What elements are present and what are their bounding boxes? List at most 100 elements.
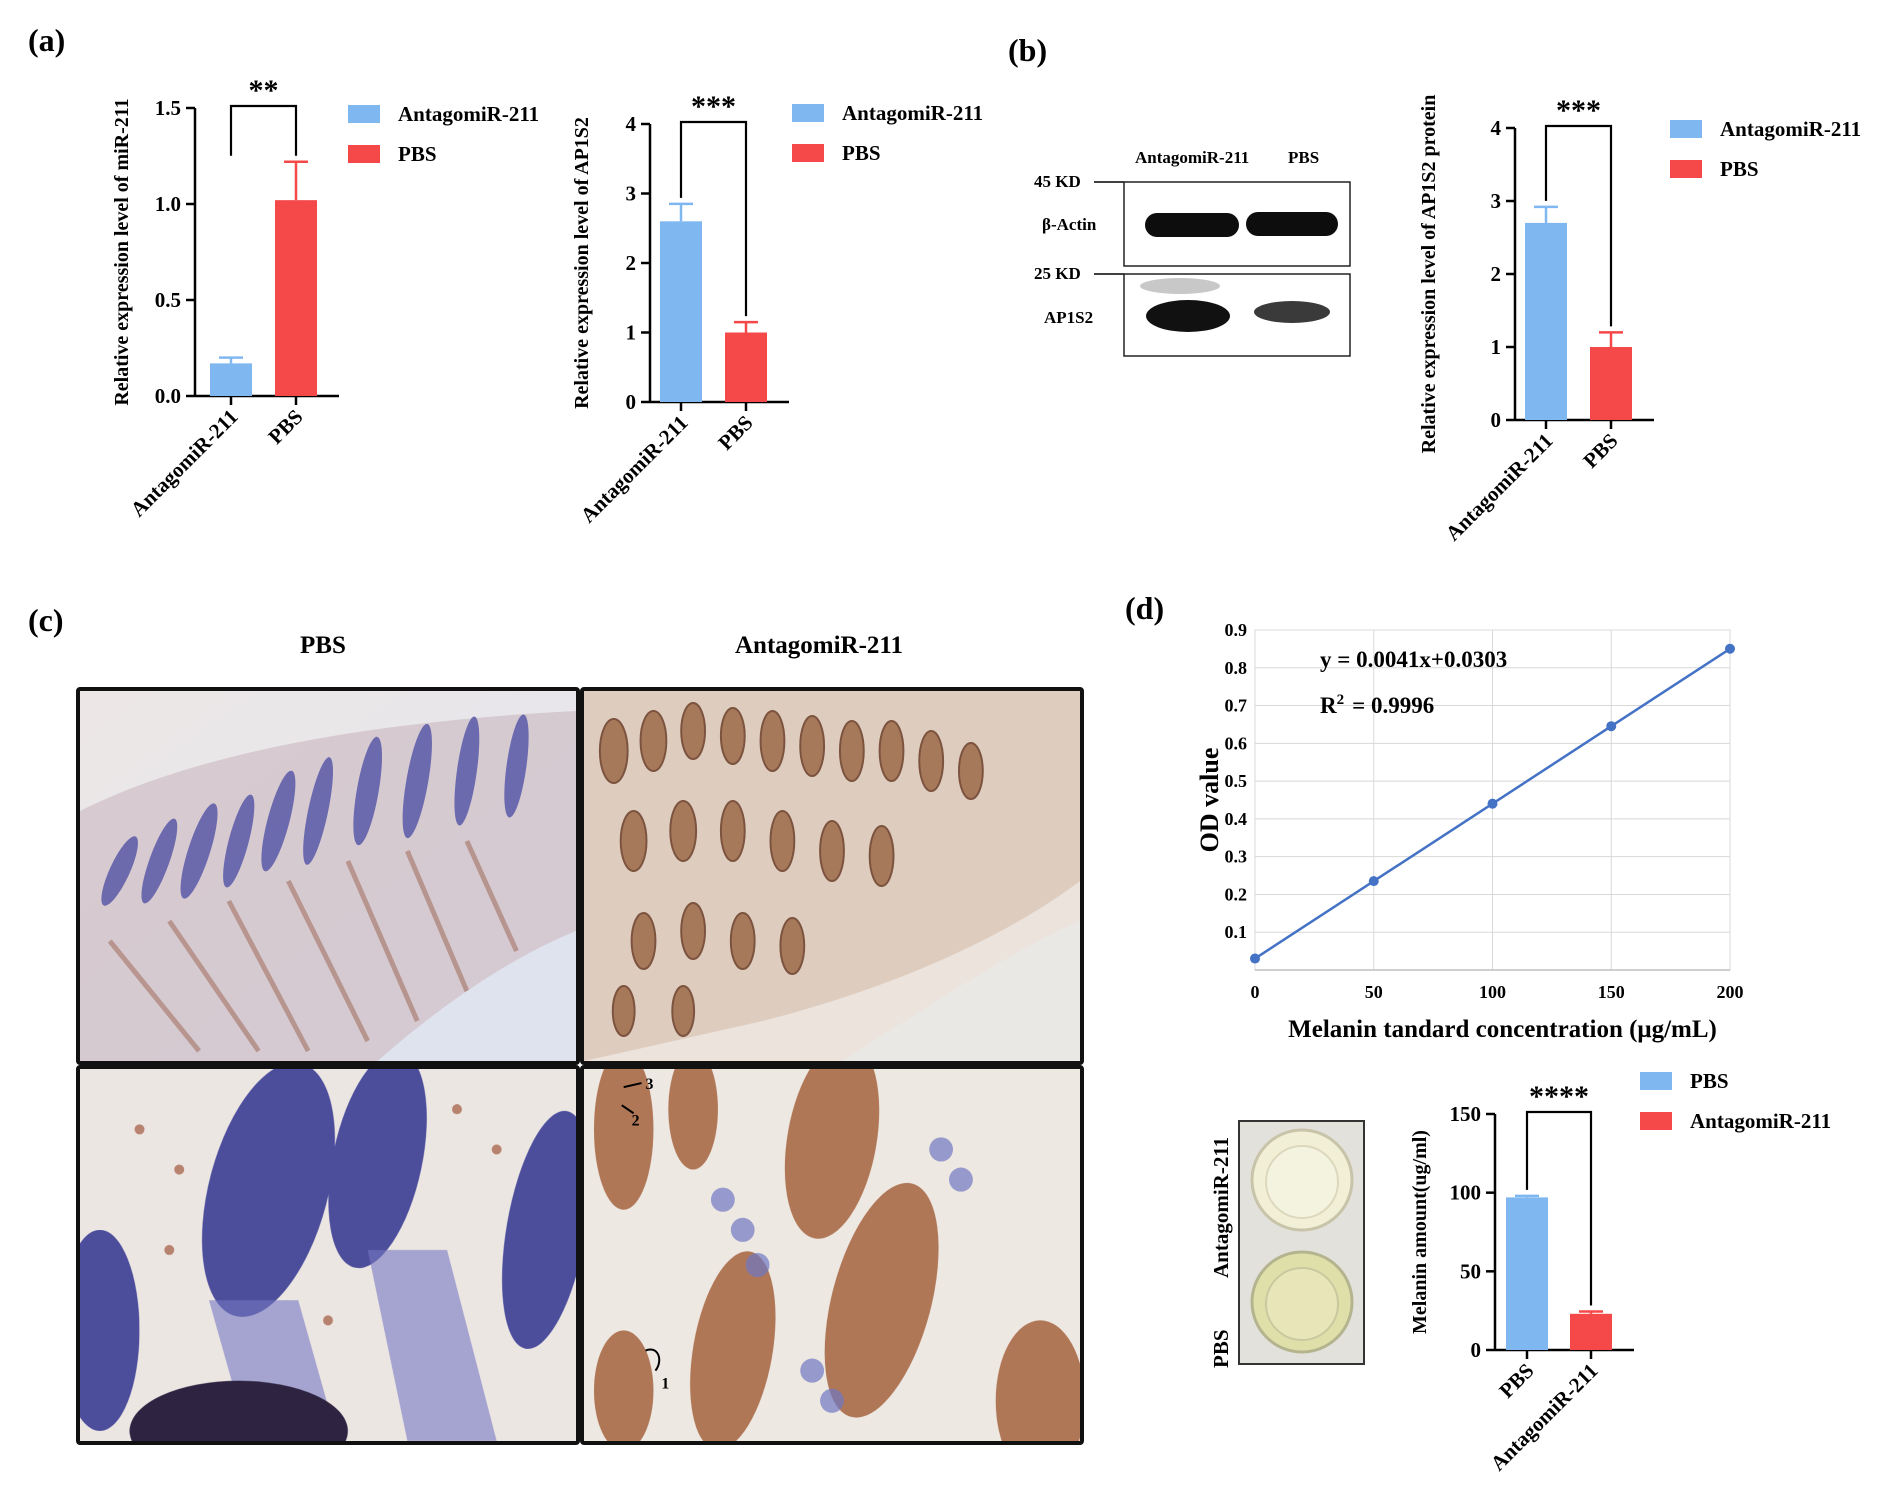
micrograph-antagomir-high: 3 2 1 (580, 1065, 1084, 1445)
significance-label: **** (1529, 1080, 1589, 1113)
x-tick-label: 100 (1479, 982, 1506, 1002)
bar (660, 221, 702, 402)
well-pbs-inner (1265, 1267, 1339, 1341)
legend-label: AntagomiR-211 (1690, 1109, 1831, 1133)
data-point (1606, 721, 1617, 732)
y-tick-label: 50 (1460, 1259, 1481, 1283)
x-tick-label: 0 (1251, 982, 1260, 1002)
x-tick-label: PBS (1578, 429, 1622, 473)
x-tick-label: 50 (1365, 982, 1383, 1002)
legend-label: PBS (842, 141, 881, 165)
y-tick-label: 0.0 (155, 384, 181, 408)
melanin-standard-curve: 0.1 0.2 0.3 0.4 0.5 0.6 0.7 0.8 0.9 0 50 100 150 200 O… (1195, 620, 1744, 1043)
y-tick-label: 0.5 (155, 288, 181, 312)
bar (725, 332, 767, 402)
legend-swatch (1640, 1072, 1672, 1090)
bar-chart-melanin-amount: 0 50 100 150 PBS AntagomiR-211 **** Melanin amo… (1409, 1069, 1831, 1475)
y-tick-label: 2 (626, 251, 637, 275)
y-tick-label: 0 (1491, 408, 1502, 432)
y-tick-label: 1.5 (155, 96, 181, 120)
y-tick-label: 2 (1491, 262, 1502, 286)
condition-label-pbs: PBS (300, 632, 346, 659)
significance-label: ** (249, 74, 279, 107)
significance-bracket (229, 104, 298, 156)
y-tick-label: 0.2 (1225, 884, 1248, 904)
x-tick-label: 150 (1598, 982, 1625, 1002)
y-tick-label: 0.6 (1225, 733, 1248, 753)
y-tick-label: 1 (1491, 335, 1502, 359)
data-point (1250, 953, 1260, 964)
panel-label-a: (a) (28, 22, 66, 58)
bar-chart-ap1s2: 0 1 2 3 4 AntagomiR-211 PBS *** Relative express… (571, 90, 983, 528)
marker-45kd: 45 KD (1034, 172, 1081, 191)
wells-graphic (1250, 1128, 1354, 1354)
legend-swatch (348, 105, 380, 123)
y-tick-label: 0.8 (1225, 658, 1248, 678)
legend-swatch (792, 144, 824, 162)
wells-photo (1238, 1120, 1365, 1365)
arrow-label-1: 1 (661, 1376, 669, 1393)
y-axis-label: Relative expression level of AP1S2 (571, 117, 593, 409)
lane-label-pbs: PBS (1288, 148, 1319, 167)
legend-swatch (792, 104, 824, 122)
band-ap1s2-pbs (1254, 301, 1330, 323)
arrow-label-3: 3 (646, 1076, 654, 1093)
bar (1590, 347, 1632, 420)
significance-label: *** (691, 90, 736, 123)
y-axis-label: Relative expression level of AP1S2 prote… (1418, 95, 1440, 454)
y-tick-label: 1 (626, 321, 637, 345)
y-tick-label: 0.4 (1225, 809, 1248, 829)
y-tick-label: 150 (1450, 1102, 1482, 1126)
micrograph-antagomir-low (580, 687, 1084, 1065)
y-tick-label: 4 (626, 112, 637, 136)
r-squared: R2 = 0.9996 (1320, 692, 1434, 718)
band-ap1s2-antagomir-smear (1140, 278, 1220, 294)
bar (1525, 222, 1567, 420)
x-tick-label: PBS (713, 411, 757, 455)
x-tick-label: AntagomiR-211 (1441, 429, 1558, 546)
significance-label: *** (1556, 94, 1601, 127)
y-tick-label: 4 (1491, 116, 1502, 140)
band-actin-antagomir (1145, 213, 1239, 237)
legend-swatch (1670, 160, 1702, 178)
bar-chart-ap1s2-protein: 0 1 2 3 4 AntagomiR-211 PBS *** Relative express… (1418, 94, 1861, 546)
bar (1506, 1197, 1548, 1350)
bar (210, 363, 252, 396)
data-point (1368, 876, 1379, 887)
panel-label-b: (b) (1008, 32, 1048, 68)
bar-chart-mir211: 0.0 0.5 1.0 1.5 AntagomiR-211 PBS ** Relative e… (111, 74, 539, 522)
data-point (1487, 798, 1498, 809)
panel-label-c: (c) (28, 602, 64, 638)
well-antagomir-inner (1265, 1145, 1339, 1219)
well-label-antagomir: AntagomiR-211 (1209, 1137, 1233, 1278)
band-actin-pbs (1246, 212, 1338, 236)
bar (275, 200, 317, 396)
x-tick-label: AntagomiR-211 (126, 405, 243, 522)
well-label-pbs: PBS (1209, 1329, 1233, 1368)
y-tick-label: 3 (626, 182, 637, 206)
micrograph-pbs-low (76, 687, 580, 1065)
x-tick-label: AntagomiR-211 (576, 411, 693, 528)
x-tick-label: 200 (1717, 982, 1744, 1002)
legend-label: PBS (1690, 1069, 1729, 1093)
y-axis-label: Relative expression level of miR-211 (111, 98, 133, 405)
y-tick-label: 3 (1491, 189, 1502, 213)
y-tick-label: 1.0 (155, 192, 181, 216)
legend-label: AntagomiR-211 (398, 102, 539, 126)
significance-bracket (679, 120, 748, 317)
condition-label-antagomir: AntagomiR-211 (735, 632, 904, 659)
x-tick-label: PBS (263, 405, 307, 449)
row-label-ap1s2: AP1S2 (1044, 308, 1093, 327)
y-axis-label: Melanin amount(ug/ml) (1409, 1130, 1431, 1334)
row-label-actin: β-Actin (1042, 215, 1097, 234)
lane-label-antagomir: AntagomiR-211 (1135, 148, 1249, 167)
panel-label-d: (d) (1125, 590, 1165, 626)
y-tick-label: 0.7 (1225, 696, 1248, 716)
band-ap1s2-antagomir (1146, 300, 1230, 332)
significance-bracket (1544, 124, 1613, 327)
micrograph-pbs-high (76, 1065, 580, 1445)
legend-swatch (1640, 1112, 1672, 1130)
legend-label: PBS (398, 142, 437, 166)
y-tick-label: 0.3 (1225, 847, 1248, 867)
x-tick-label: PBS (1494, 1359, 1538, 1403)
